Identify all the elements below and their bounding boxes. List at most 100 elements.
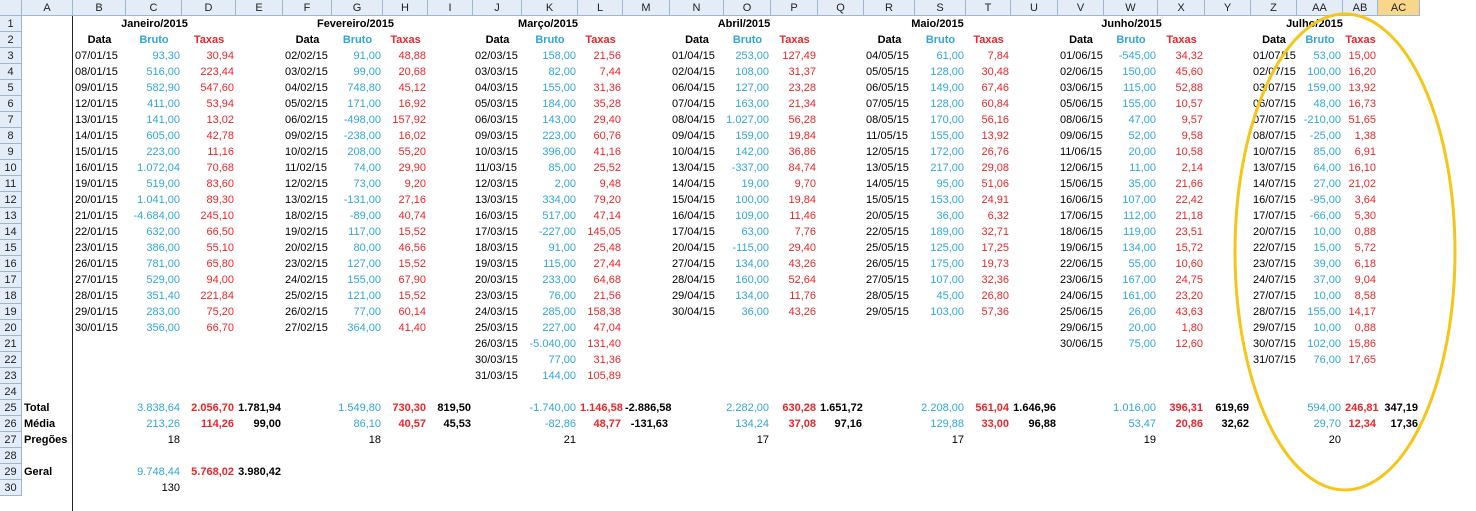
date-cell[interactable]: 12/06/15 (1060, 162, 1103, 174)
pregoes-count[interactable]: 17 (756, 434, 769, 446)
bruto-cell[interactable]: -115,00 (732, 242, 770, 254)
row-header-6[interactable]: 6 (0, 96, 22, 112)
bruto-cell[interactable]: 121,00 (347, 290, 381, 302)
bruto-cell[interactable]: 356,00 (146, 322, 180, 334)
bruto-cell[interactable]: 91,00 (353, 50, 381, 62)
bruto-cell[interactable]: 189,00 (930, 226, 964, 238)
bruto-cell[interactable]: 10,00 (1313, 290, 1341, 302)
date-cell[interactable]: 18/03/15 (475, 242, 518, 254)
bruto-cell[interactable]: 529,00 (146, 274, 180, 286)
date-cell[interactable]: 27/04/15 (672, 258, 715, 270)
bruto-cell[interactable]: 85,00 (548, 162, 576, 174)
taxas-cell[interactable]: 13,92 (981, 130, 1009, 142)
date-cell[interactable]: 23/07/15 (1253, 258, 1296, 270)
bruto-cell[interactable]: 80,00 (353, 242, 381, 254)
date-cell[interactable]: 25/02/15 (285, 290, 328, 302)
bruto-cell[interactable]: 48,00 (1313, 98, 1341, 110)
date-cell[interactable]: 13/02/15 (285, 194, 328, 206)
date-cell[interactable]: 25/03/15 (475, 322, 518, 334)
column-header-p[interactable]: P (771, 0, 818, 16)
date-cell[interactable]: 02/06/15 (1060, 66, 1103, 78)
date-cell[interactable]: 17/07/15 (1253, 210, 1296, 222)
bruto-cell[interactable]: 1.027,00 (726, 114, 769, 126)
bruto-cell[interactable]: 155,00 (1307, 306, 1341, 318)
total-bruto[interactable]: -1.740,00 (529, 402, 576, 414)
date-cell[interactable]: 09/04/15 (672, 130, 715, 142)
taxas-cell[interactable]: 47,14 (593, 210, 621, 222)
taxas-cell[interactable]: 25,52 (593, 162, 621, 174)
bruto-cell[interactable]: 117,00 (348, 226, 381, 238)
taxas-cell[interactable]: 11,76 (789, 290, 816, 302)
bruto-cell[interactable]: 781,00 (146, 258, 180, 270)
taxas-cell[interactable]: 43,63 (1175, 306, 1203, 318)
select-all-corner[interactable] (0, 0, 22, 16)
geral-pregoes[interactable]: 130 (161, 482, 180, 494)
date-cell[interactable]: 21/01/15 (75, 210, 118, 222)
date-cell[interactable]: 28/01/15 (75, 290, 118, 302)
date-cell[interactable]: 04/05/15 (866, 50, 909, 62)
pregoes-count[interactable]: 21 (563, 434, 576, 446)
month-title[interactable]: Janeiro/2015 (121, 18, 188, 30)
row-header-7[interactable]: 7 (0, 112, 22, 128)
date-cell[interactable]: 07/01/15 (75, 50, 118, 62)
taxas-cell[interactable]: 30,94 (206, 50, 234, 62)
header-taxas[interactable]: Taxas (193, 34, 225, 46)
taxas-cell[interactable]: 45,12 (398, 82, 426, 94)
taxas-cell[interactable]: 60,14 (398, 306, 426, 318)
date-cell[interactable]: 06/02/15 (285, 114, 328, 126)
media-liquido[interactable]: 32,62 (1221, 418, 1249, 430)
bruto-cell[interactable]: 76,00 (1313, 354, 1341, 366)
taxas-cell[interactable]: 67,46 (981, 82, 1009, 94)
row-header-20[interactable]: 20 (0, 320, 22, 336)
bruto-cell[interactable]: 15,00 (1313, 242, 1341, 254)
column-header-b[interactable]: B (73, 0, 126, 16)
date-cell[interactable]: 06/05/15 (866, 82, 909, 94)
date-cell[interactable]: 15/04/15 (672, 194, 715, 206)
taxas-cell[interactable]: 21,18 (1175, 210, 1203, 222)
column-header-ab[interactable]: AB (1343, 0, 1378, 16)
media-liquido[interactable]: 97,16 (834, 418, 862, 430)
date-cell[interactable]: 05/06/15 (1060, 98, 1103, 110)
taxas-cell[interactable]: 29,08 (981, 162, 1009, 174)
taxas-cell[interactable]: 23,51 (1175, 226, 1203, 238)
column-header-c[interactable]: C (126, 0, 182, 16)
column-header-f[interactable]: F (283, 0, 332, 16)
bruto-cell[interactable]: 155,00 (347, 274, 381, 286)
date-cell[interactable]: 12/03/15 (475, 178, 518, 190)
bruto-cell[interactable]: 37,00 (1313, 274, 1341, 286)
taxas-cell[interactable]: 29,40 (788, 242, 816, 254)
bruto-cell[interactable]: 112,00 (1123, 210, 1156, 222)
bruto-cell[interactable]: 75,00 (1128, 338, 1156, 350)
bruto-cell[interactable]: 103,00 (930, 306, 964, 318)
column-header-z[interactable]: Z (1251, 0, 1297, 16)
header-data[interactable]: Data (1262, 34, 1286, 46)
taxas-cell[interactable]: 19,84 (788, 194, 816, 206)
date-cell[interactable]: 09/02/15 (285, 130, 328, 142)
taxas-cell[interactable]: 7,84 (987, 50, 1009, 62)
total-liquido[interactable]: 619,69 (1215, 402, 1249, 414)
bruto-cell[interactable]: 175,00 (930, 258, 964, 270)
label-total[interactable]: Total (24, 402, 50, 414)
row-header-8[interactable]: 8 (0, 128, 22, 144)
taxas-cell[interactable]: 34,32 (1175, 50, 1203, 62)
bruto-cell[interactable]: 47,00 (1128, 114, 1156, 126)
date-cell[interactable]: 12/02/15 (285, 178, 328, 190)
pregoes-count[interactable]: 18 (368, 434, 381, 446)
taxas-cell[interactable]: 41,40 (398, 322, 426, 334)
bruto-cell[interactable]: 20,00 (1128, 322, 1156, 334)
taxas-cell[interactable]: 35,28 (593, 98, 621, 110)
date-cell[interactable]: 09/01/15 (75, 82, 118, 94)
taxas-cell[interactable]: 55,10 (206, 242, 234, 254)
date-cell[interactable]: 12/01/15 (75, 98, 118, 110)
header-data[interactable]: Data (1069, 34, 1093, 46)
date-cell[interactable]: 12/05/15 (866, 146, 909, 158)
bruto-cell[interactable]: 108,00 (735, 66, 769, 78)
date-cell[interactable]: 17/06/15 (1060, 210, 1103, 222)
bruto-cell[interactable]: 364,00 (347, 322, 381, 334)
row-header-18[interactable]: 18 (0, 288, 22, 304)
taxas-cell[interactable]: 23,20 (1175, 290, 1203, 302)
column-header-k[interactable]: K (522, 0, 578, 16)
date-cell[interactable]: 02/03/15 (475, 50, 518, 62)
bruto-cell[interactable]: 35,00 (1128, 178, 1156, 190)
bruto-cell[interactable]: 64,00 (1313, 162, 1341, 174)
